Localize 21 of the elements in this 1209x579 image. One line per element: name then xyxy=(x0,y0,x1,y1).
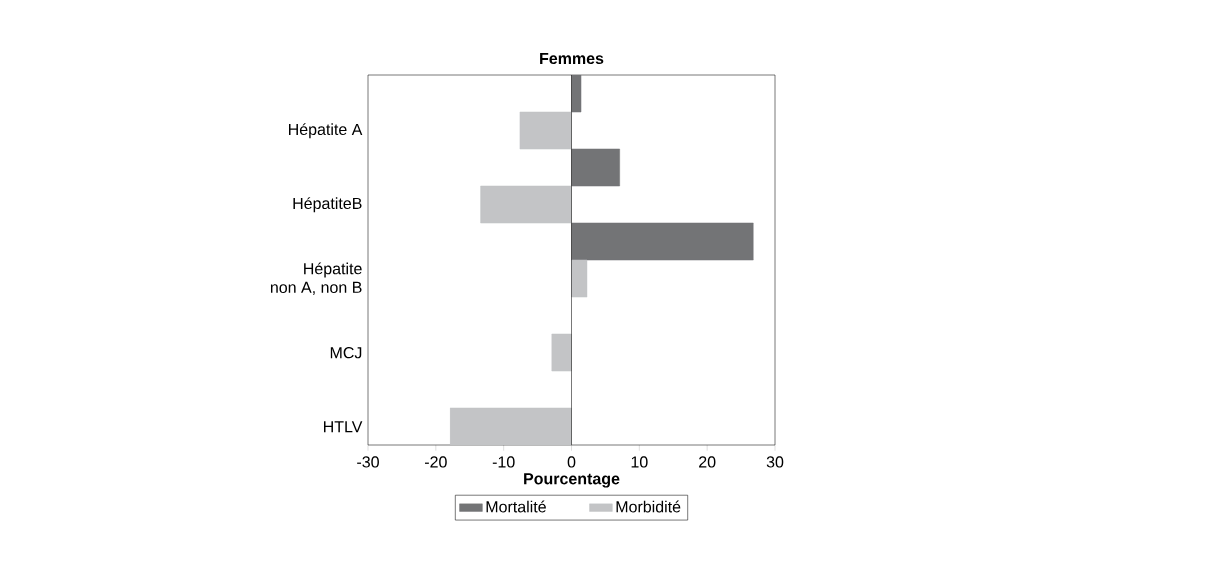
x-tick-label: 30 xyxy=(766,456,784,468)
x-tick-label: -10 xyxy=(492,456,515,468)
y-tick-label: Hépatite non A, non B xyxy=(270,262,362,295)
bar xyxy=(480,185,572,224)
x-axis-title: Pourcentage xyxy=(524,473,620,488)
y-tick-label: Hépatite A xyxy=(289,123,363,139)
y-tick-label: MCJ xyxy=(330,347,362,359)
legend-label: Morbidité xyxy=(616,500,681,513)
y-tick-label: HTLV xyxy=(324,421,363,433)
bar xyxy=(551,333,572,372)
x-tick-label: -30 xyxy=(357,456,379,468)
x-tick-label: 0 xyxy=(567,456,576,468)
bar xyxy=(449,407,572,445)
legend-label: Mortalité xyxy=(486,500,546,513)
x-tick-label: 10 xyxy=(631,456,648,468)
y-tick-label: HépatiteB xyxy=(293,197,362,213)
x-tick-label: -20 xyxy=(424,456,447,468)
chart-title: Femmes xyxy=(540,52,604,65)
x-tick-label: 20 xyxy=(699,456,716,468)
bar xyxy=(571,259,588,298)
bar xyxy=(519,111,572,150)
